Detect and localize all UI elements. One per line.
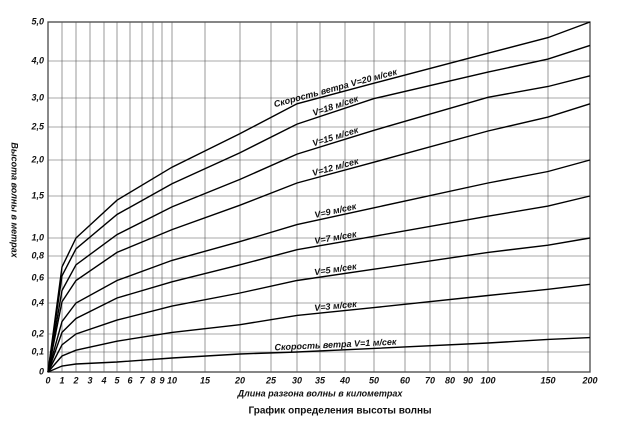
x-tick-label: 3 (87, 375, 92, 385)
y-axis-label: Высота волны в метрах (10, 142, 20, 258)
x-tick-label: 2 (72, 375, 78, 385)
x-tick-label: 80 (445, 375, 455, 385)
x-tick-label: 60 (400, 375, 410, 385)
x-tick-label: 25 (265, 375, 277, 385)
y-tick-label: 2,5 (30, 121, 45, 131)
x-tick-label: 35 (315, 375, 326, 385)
y-tick-label: 0 (39, 366, 44, 376)
x-tick-label: 40 (339, 375, 350, 385)
chart-title: График определения высоты волны (248, 405, 431, 417)
wave-curve (47, 75, 591, 373)
wave-curve (47, 237, 591, 373)
y-tick-label: 1,5 (31, 190, 45, 200)
y-tick-label: 1,0 (31, 232, 44, 242)
x-tick-label: 8 (150, 375, 155, 385)
x-tick-label: 1 (59, 375, 64, 385)
x-tick-label: 20 (234, 375, 245, 385)
y-tick-label: 5,0 (31, 16, 44, 26)
wave-curve (47, 103, 591, 373)
x-tick-label: 100 (480, 375, 495, 385)
series-label: V=3 м/сек (314, 299, 358, 313)
wave-curve (47, 44, 591, 373)
y-tick-label: 2,0 (30, 154, 44, 164)
plot-frame (47, 21, 591, 373)
y-tick-label: 0,8 (31, 250, 44, 260)
x-tick-label: 70 (425, 375, 435, 385)
x-tick-label: 6 (127, 375, 133, 385)
x-tick-label: 15 (200, 375, 211, 385)
x-tick-label: 7 (139, 375, 145, 385)
x-tick-label: 30 (292, 375, 302, 385)
x-tick-label: 10 (167, 375, 177, 385)
y-tick-label: 0,2 (31, 328, 44, 338)
x-tick-label: 4 (100, 375, 106, 385)
x-tick-label: 90 (463, 375, 473, 385)
wave-curve (47, 21, 591, 373)
x-tick-label: 5 (114, 375, 120, 385)
wave-curve (47, 283, 591, 373)
x-tick-label: 0 (45, 375, 50, 385)
wave-curve (47, 159, 591, 373)
y-tick-label: 0,6 (31, 272, 45, 282)
wave-curve (47, 195, 591, 373)
y-tick-label: 0,1 (31, 346, 44, 356)
x-axis-label: Длина разгона волны в километрах (237, 388, 404, 398)
y-tick-label: 4,0 (30, 55, 44, 65)
x-tick-label: 150 (540, 375, 555, 385)
x-tick-label: 200 (581, 375, 597, 385)
x-tick-label: 50 (369, 375, 379, 385)
series-label: V=12 м/сек (311, 156, 360, 178)
x-tick-label: 9 (159, 375, 164, 385)
wave-curve (47, 336, 591, 373)
y-tick-label: 0,4 (31, 297, 44, 307)
y-tick-label: 3,0 (31, 92, 44, 102)
